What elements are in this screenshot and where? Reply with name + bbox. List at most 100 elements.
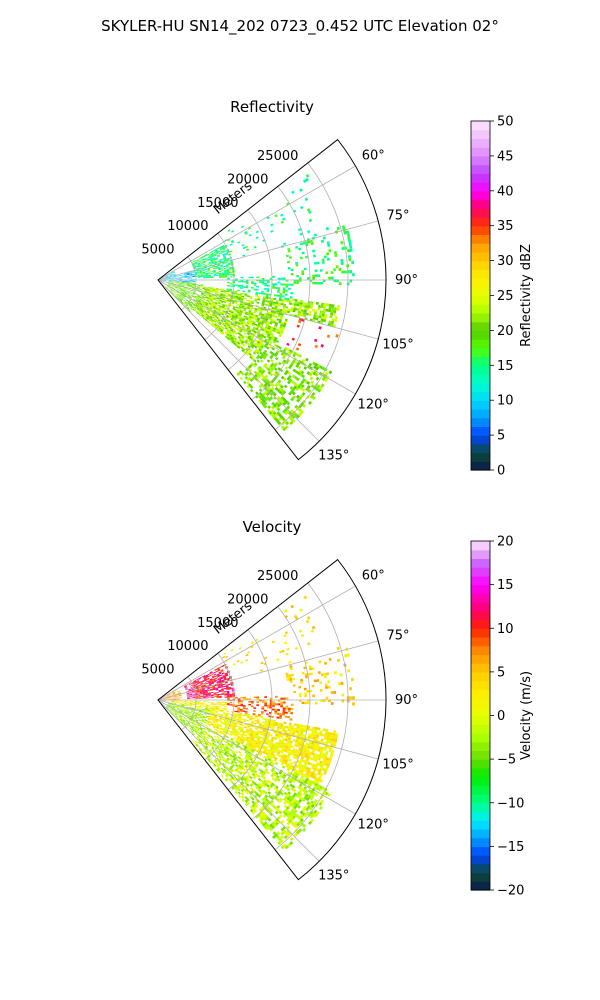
radar-cell [231, 340, 235, 344]
radar-cell [196, 716, 200, 719]
radar-cell [241, 776, 245, 780]
radar-cell [307, 773, 312, 777]
radar-cell [219, 311, 223, 314]
radar-cell [312, 249, 316, 253]
radar-cell [272, 721, 276, 724]
radar-cell [197, 695, 201, 697]
radar-cell [297, 384, 301, 389]
radar-cell [208, 262, 212, 265]
radar-cell [265, 823, 270, 828]
radar-cell [186, 713, 190, 716]
colorbar-tick-label: 25 [497, 289, 514, 304]
radar-cell [221, 690, 224, 692]
radar-cell [258, 789, 263, 793]
radar-cell [210, 739, 214, 743]
radar-cell [186, 307, 190, 310]
radar-cell [187, 306, 190, 310]
radar-cell [188, 716, 191, 719]
radar-cell [208, 674, 212, 677]
radar-cell [268, 786, 272, 790]
radar-cell [275, 785, 279, 790]
radar-cell [168, 281, 172, 282]
radar-cell [284, 738, 288, 742]
radar-cell [203, 751, 206, 755]
radar-cell [235, 313, 239, 316]
radar-cell [197, 271, 200, 274]
radar-cell [227, 698, 230, 700]
radar-cell [320, 344, 324, 348]
radar-cell [170, 289, 173, 292]
radar-cell [227, 277, 230, 279]
radar-cell [264, 327, 268, 331]
radar-cell [183, 288, 186, 290]
radar-cell [178, 285, 182, 287]
radar-cell [220, 670, 224, 673]
radar-cell [199, 296, 203, 299]
radar-cell [215, 299, 219, 302]
radar-cell [302, 751, 306, 755]
radar-cell [303, 762, 308, 767]
radar-cell [204, 719, 207, 722]
radar-cell [197, 287, 200, 289]
radar-cell [169, 290, 172, 293]
radar-cell [225, 766, 229, 770]
radar-cell [182, 710, 186, 712]
radar-cell [289, 731, 293, 734]
radar-cell [280, 755, 285, 759]
radar-cell [285, 793, 290, 797]
radar-cell [224, 259, 228, 262]
radar-cell [276, 819, 281, 824]
radar-cell [260, 291, 264, 293]
radar-cell [207, 258, 210, 261]
radar-cell [258, 292, 261, 295]
radar-cell [252, 327, 256, 331]
radar-cell [216, 674, 220, 677]
radar-cell [289, 421, 294, 426]
radar-cell [212, 307, 215, 310]
radar-cell [192, 280, 196, 282]
radar-cell [240, 346, 244, 350]
radar-cell [225, 735, 229, 739]
radar-cell [165, 275, 168, 277]
radar-cell [297, 762, 302, 767]
radar-cell [317, 671, 321, 675]
radar-cell [197, 702, 201, 704]
radar-cell [186, 284, 190, 286]
radar-cell [165, 278, 169, 279]
radar-cell [205, 254, 209, 257]
radar-cell [244, 784, 249, 789]
radar-cell [322, 310, 326, 314]
radar-cell [205, 317, 209, 320]
radar-cell [249, 363, 253, 368]
radar-cell [167, 694, 171, 696]
radar-cell [244, 777, 249, 781]
radar-cell [222, 745, 226, 749]
radar-cell [196, 689, 200, 692]
radar-cell [231, 241, 235, 244]
radar-cell [175, 716, 178, 719]
radar-cell [273, 417, 278, 422]
radar-cell [204, 679, 208, 682]
radar-cell [272, 312, 276, 316]
radar-cell [221, 269, 224, 271]
radar-cell [281, 753, 286, 757]
radar-cell [226, 687, 229, 689]
radar-cell [232, 754, 236, 758]
radar-cell [210, 299, 213, 302]
radar-cell [199, 740, 203, 744]
radar-cell [279, 294, 283, 298]
radar-cell [242, 318, 246, 321]
radar-cell [277, 799, 282, 804]
radar-cell [330, 691, 334, 694]
radar-cell [288, 735, 292, 739]
radar-cell [216, 696, 220, 698]
radar-cell [249, 315, 253, 319]
radar-cell [349, 245, 353, 249]
radar-cell [173, 274, 176, 276]
radar-cell [297, 733, 301, 736]
radar-cell [206, 677, 210, 680]
radar-cell [199, 269, 203, 272]
colorbar-segment [471, 278, 490, 288]
radar-cell [248, 753, 253, 757]
radar-cell [242, 329, 246, 333]
